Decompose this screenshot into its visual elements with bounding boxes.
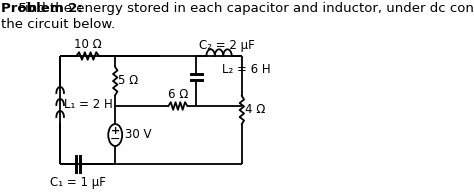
Text: Find the energy stored in each capacitor and inductor, under dc conditions, in: Find the energy stored in each capacitor… (10, 2, 474, 15)
Text: 10 Ω: 10 Ω (74, 38, 101, 51)
Text: 6 Ω: 6 Ω (168, 88, 188, 101)
Text: C₂ = 2 μF: C₂ = 2 μF (199, 39, 255, 52)
Text: +: + (110, 126, 120, 137)
Text: −: − (110, 133, 120, 146)
Text: 4 Ω: 4 Ω (245, 104, 265, 117)
Text: L₁ = 2 H: L₁ = 2 H (64, 99, 113, 112)
Text: 30 V: 30 V (125, 128, 151, 141)
Text: the circuit below.: the circuit below. (0, 18, 115, 31)
Text: 5 Ω: 5 Ω (118, 74, 138, 87)
Text: C₁ = 1 μF: C₁ = 1 μF (50, 176, 106, 189)
Text: Problem 2:: Problem 2: (0, 2, 82, 15)
Text: L₂ = 6 H: L₂ = 6 H (221, 63, 270, 76)
